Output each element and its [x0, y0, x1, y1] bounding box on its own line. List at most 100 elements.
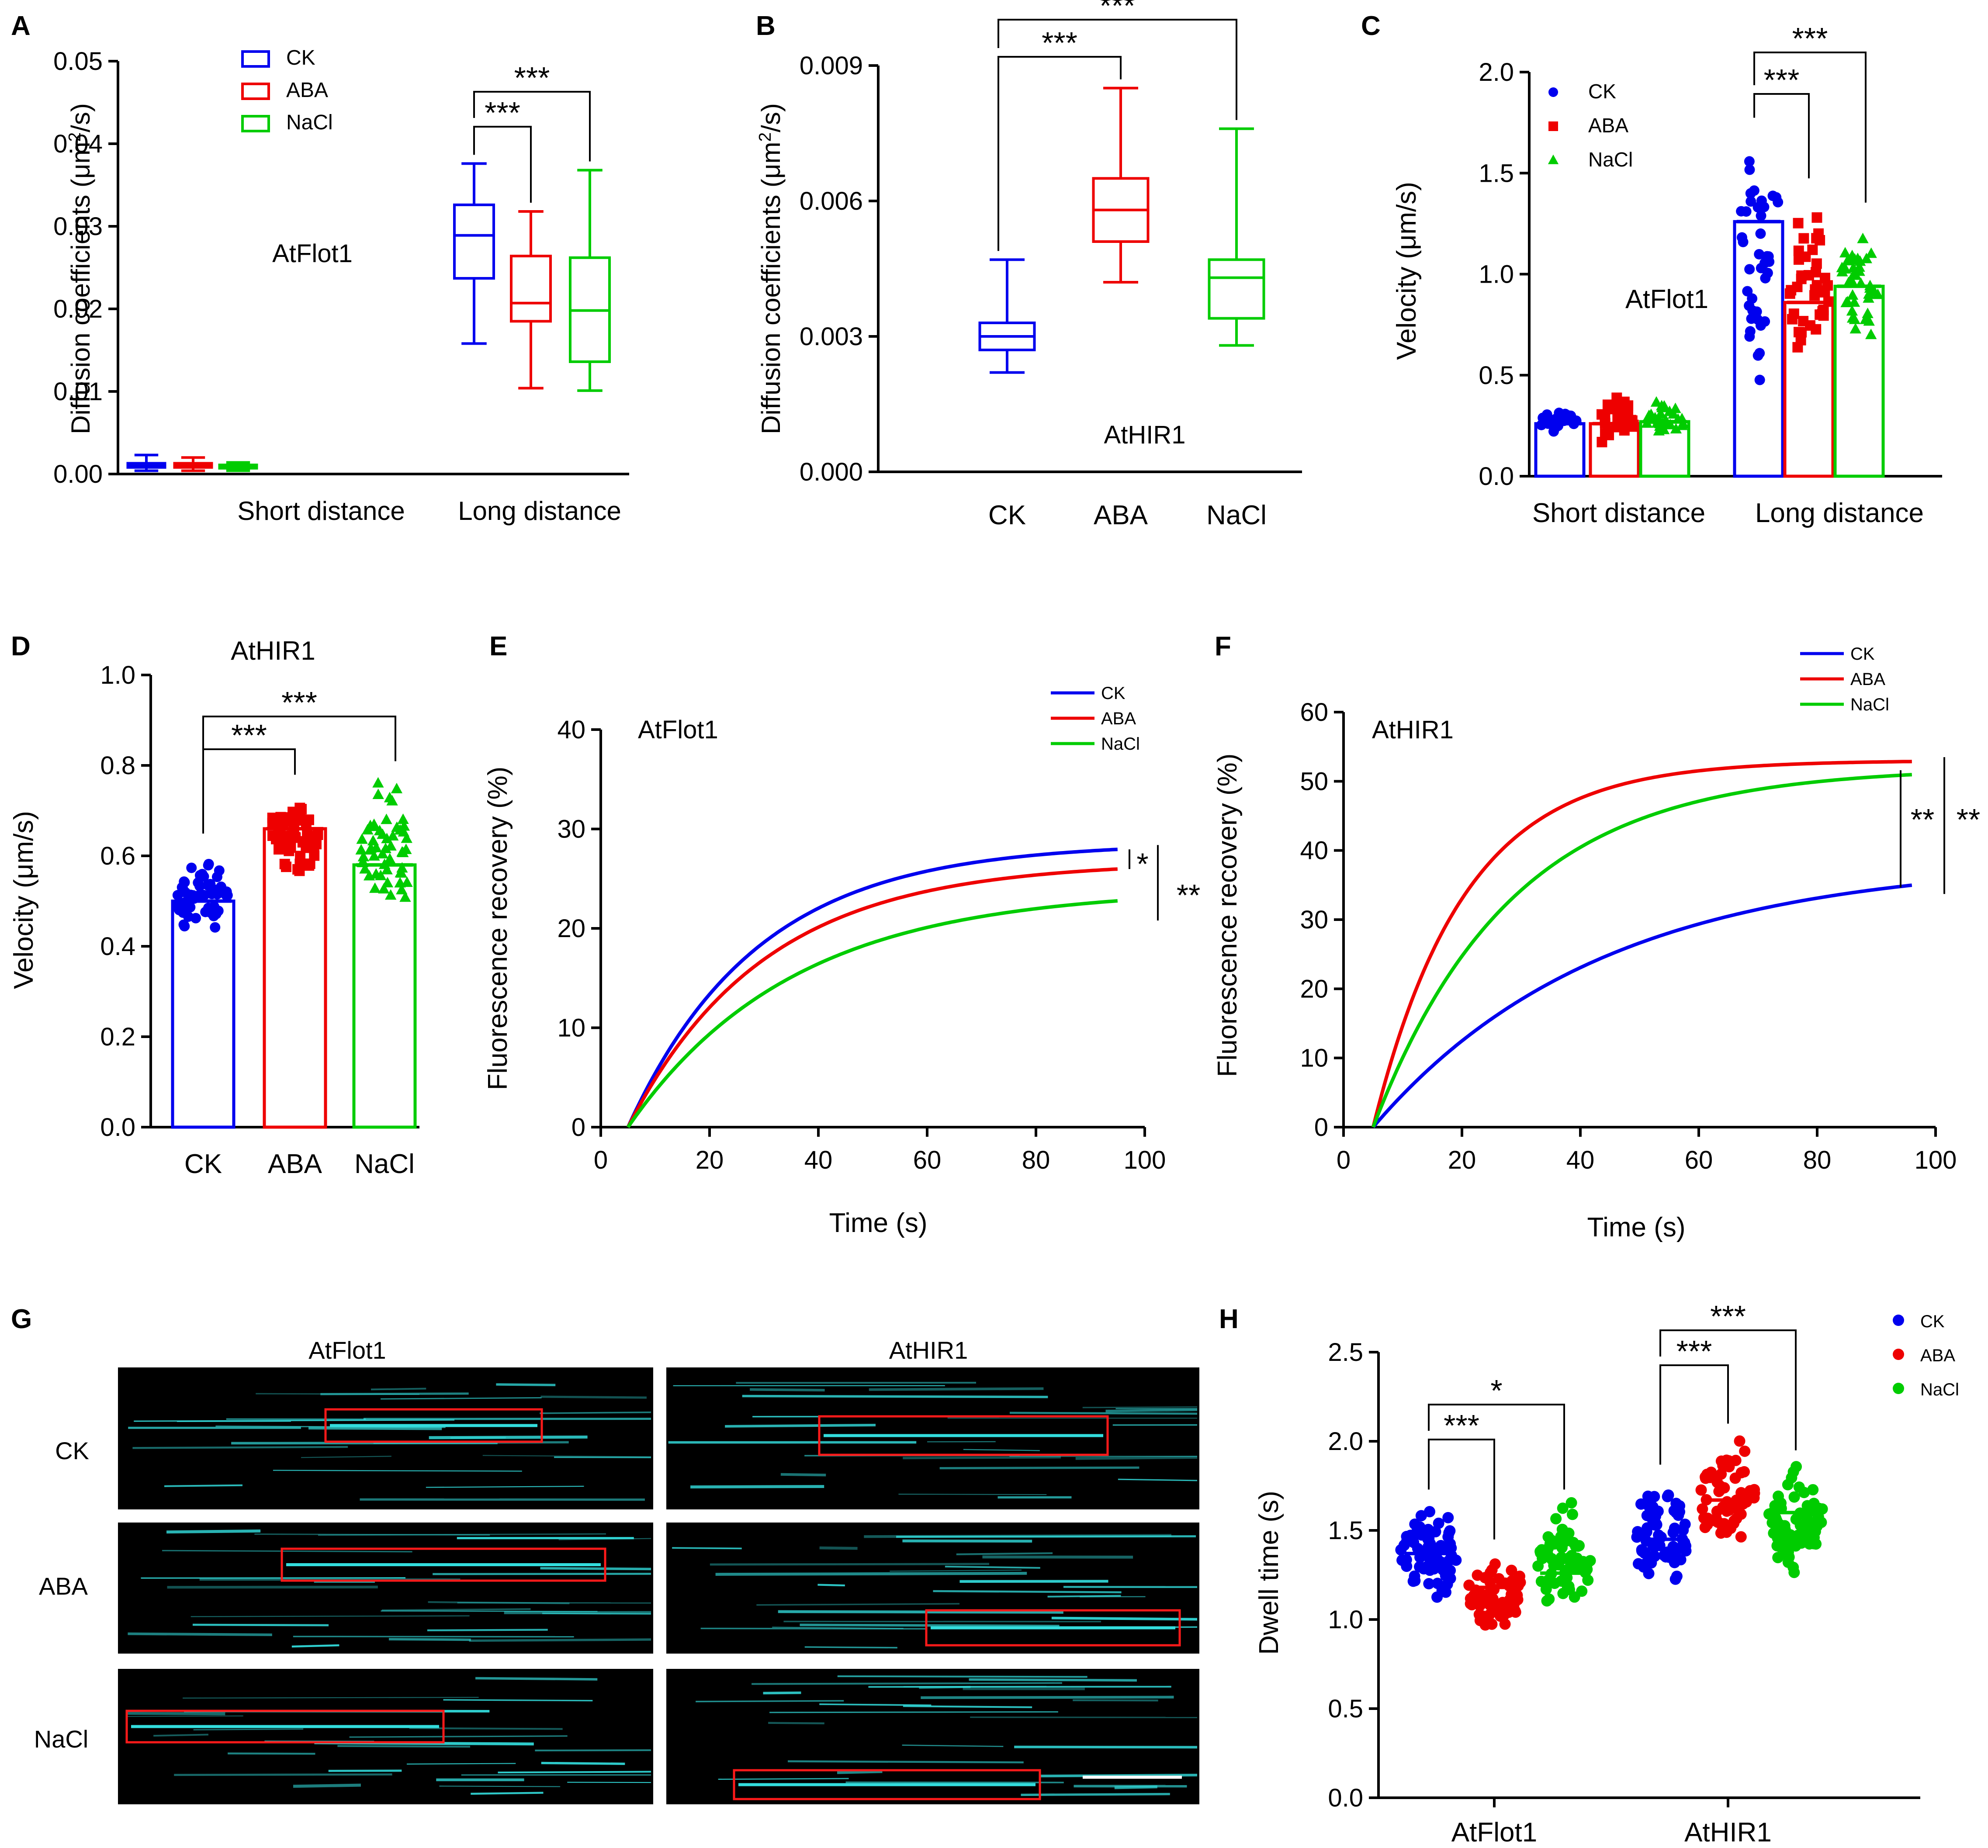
box-body — [1208, 258, 1265, 320]
data-point — [1804, 1538, 1815, 1550]
data-point — [1742, 286, 1753, 297]
y-tick-label: 1.0 — [1328, 1606, 1363, 1634]
series-line — [1372, 883, 1912, 1128]
kymograph-streak — [475, 1677, 598, 1681]
data-point — [381, 813, 392, 824]
data-point — [1603, 425, 1614, 436]
kymograph-streak — [167, 1585, 378, 1589]
panel-label-a: A — [11, 11, 31, 41]
data-point — [1503, 1594, 1515, 1606]
data-point — [1409, 1518, 1421, 1530]
data-point — [1741, 206, 1752, 217]
x-category-label: CK — [988, 500, 1026, 530]
data-point — [1488, 1604, 1500, 1616]
box-body — [510, 255, 552, 323]
data-point — [396, 884, 408, 895]
y-axis-label-part: Diffusion coefficients (μm — [756, 142, 786, 434]
data-point — [304, 835, 315, 846]
kymograph-streak — [898, 1494, 1047, 1495]
data-point — [1786, 285, 1797, 296]
series-line — [1371, 760, 1912, 1128]
kymograph-streak — [541, 1761, 625, 1765]
data-point — [1695, 1484, 1707, 1496]
data-point — [1476, 1610, 1488, 1622]
y-tick-label: 0.003 — [800, 322, 863, 351]
x-tick-label: 60 — [1685, 1146, 1713, 1174]
kymograph-highlight-box — [733, 1769, 1041, 1800]
data-point — [1676, 1541, 1687, 1553]
data-point — [1779, 1520, 1791, 1532]
significance-label: *** — [231, 718, 267, 752]
y-tick-label: 0.5 — [1328, 1695, 1363, 1723]
significance-bracket — [202, 716, 396, 799]
data-point — [1550, 1513, 1562, 1525]
kymograph-streak — [558, 1538, 651, 1540]
legend-label: ABA — [1101, 709, 1136, 728]
data-point — [1557, 1502, 1569, 1514]
kymograph-streak — [166, 1529, 261, 1534]
data-point — [400, 843, 412, 854]
kymograph-streak — [752, 1682, 1062, 1685]
box-body — [453, 203, 495, 280]
kymograph-streak — [845, 1781, 1064, 1783]
data-point — [1548, 121, 1558, 131]
data-point — [1656, 401, 1668, 412]
data-point — [1788, 308, 1799, 319]
y-tick-label: 1.0 — [1479, 260, 1514, 289]
kymograph-image — [118, 1523, 653, 1654]
data-point — [186, 862, 197, 873]
data-point — [1756, 210, 1766, 221]
y-tick-label: 0.6 — [100, 842, 135, 870]
series-line — [626, 848, 1118, 1128]
series-line — [627, 899, 1118, 1128]
x-tick-label: 40 — [1566, 1146, 1595, 1174]
data-point — [203, 860, 214, 871]
data-point — [1863, 288, 1875, 299]
data-point — [1815, 309, 1825, 320]
data-point — [1543, 1574, 1555, 1586]
x-category-label: Short distance — [237, 496, 405, 526]
x-axis-label: Time (s) — [829, 1208, 928, 1238]
data-point — [1677, 1524, 1689, 1536]
data-point — [1484, 1567, 1496, 1578]
data-point — [1734, 1435, 1746, 1447]
data-point — [1811, 258, 1822, 269]
x-category-label: CK — [184, 1149, 222, 1179]
x-category-label: AtFlot1 — [1451, 1817, 1537, 1848]
data-point — [1655, 408, 1667, 419]
significance-label: *** — [1100, 0, 1136, 23]
data-point — [208, 884, 219, 895]
legend-label: CK — [1101, 684, 1126, 703]
data-point — [1801, 1500, 1813, 1512]
kymograph-streak — [933, 1590, 1122, 1593]
y-tick-label: 0.03 — [53, 212, 103, 241]
data-point — [1667, 408, 1680, 419]
significance-label: * — [1490, 1374, 1502, 1408]
kymograph-streak — [193, 1728, 304, 1730]
kymograph-streak — [349, 1735, 568, 1738]
data-point — [1532, 1560, 1544, 1572]
significance-bracket — [473, 91, 591, 162]
data-point — [281, 862, 292, 872]
data-point — [381, 877, 394, 888]
kymograph-streak — [1047, 1595, 1121, 1598]
panel-b-chart: 0.000 0.003 0.006 0.009 Diffusion coefficien… — [756, 0, 1302, 530]
data-point — [1783, 1551, 1795, 1563]
legend-label: CK — [286, 46, 315, 69]
legend-swatch — [241, 83, 270, 100]
kymograph-streak — [540, 1395, 647, 1399]
chart-annotation: AtFlot1 — [1625, 284, 1708, 314]
data-point — [1673, 1509, 1684, 1521]
data-point — [1773, 1490, 1784, 1502]
significance-label: * — [1136, 847, 1148, 881]
data-point — [1782, 1479, 1794, 1491]
data-point — [177, 883, 188, 894]
data-point — [211, 872, 222, 882]
kymograph-streak — [337, 1745, 471, 1748]
kymograph-streak — [388, 1638, 471, 1641]
data-point — [1762, 267, 1773, 278]
x-tick-label: 80 — [1022, 1146, 1050, 1174]
x-tick-label: 20 — [1448, 1146, 1476, 1174]
x-tick-label: 0 — [1337, 1146, 1351, 1174]
data-point — [1597, 436, 1607, 447]
